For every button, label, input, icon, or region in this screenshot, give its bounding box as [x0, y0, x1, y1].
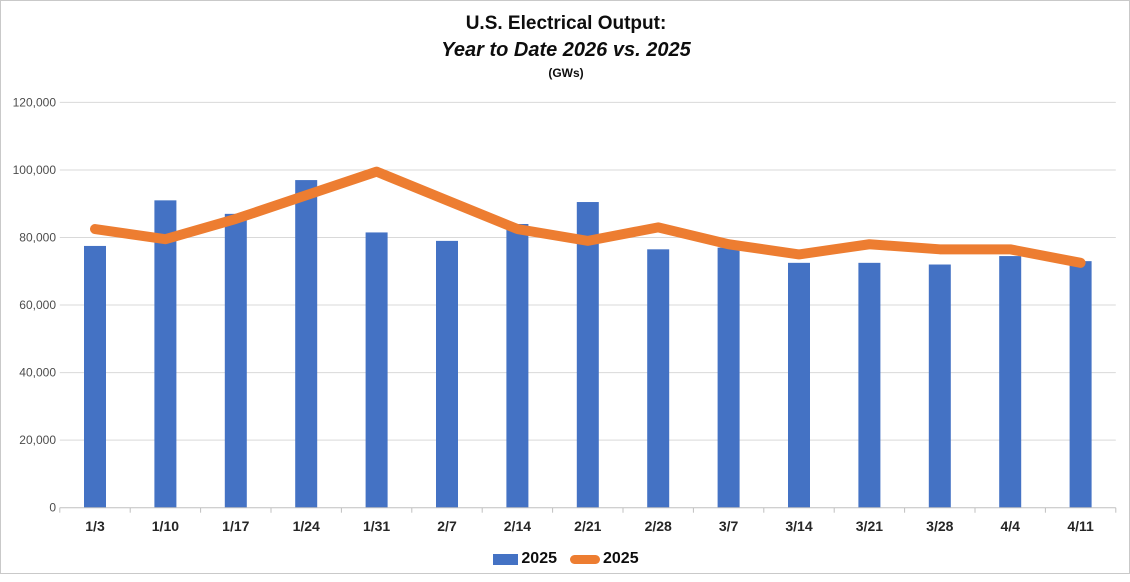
bar-3/21 — [858, 262, 881, 508]
bar-4/4 — [999, 256, 1022, 508]
bar-3/7 — [717, 247, 740, 508]
bar-2/7 — [436, 240, 458, 508]
y-axis-tick-label: 100,000 — [13, 163, 57, 177]
y-axis-tick-label: 20,000 — [19, 433, 56, 447]
x-axis-tick-label: 4/4 — [1000, 518, 1020, 534]
x-axis-tick-label: 3/28 — [926, 518, 953, 534]
legend-line-swatch — [570, 554, 600, 564]
y-axis-tick-label: 40,000 — [19, 366, 56, 380]
legend-item-bars: 2025 — [493, 550, 557, 568]
bar-1/10 — [154, 200, 177, 508]
x-axis-tick-label: 2/21 — [574, 518, 601, 534]
bar-1/24 — [295, 180, 318, 508]
bar-1/3 — [84, 245, 106, 508]
x-axis-tick-label: 3/7 — [719, 518, 739, 534]
bar-1/31 — [365, 232, 388, 508]
legend-item-line: 2025 — [570, 550, 639, 568]
x-axis-tick-label: 1/17 — [222, 518, 249, 534]
x-axis-tick-label: 1/10 — [152, 518, 179, 534]
line-series-2025 — [90, 166, 1086, 268]
y-axis-tick-label: 120,000 — [13, 95, 57, 109]
x-axis-tick-label: 4/11 — [1067, 518, 1094, 534]
bar-4/11 — [1069, 261, 1092, 508]
y-axis-tick-label: 80,000 — [19, 231, 56, 245]
bar-3/14 — [788, 262, 810, 508]
x-axis-tick-label: 2/7 — [437, 518, 457, 534]
legend-bar-swatch — [493, 553, 519, 565]
y-axis-tick-label: 60,000 — [19, 298, 56, 312]
bar-1/17 — [224, 213, 247, 508]
chart-subtitle: Year to Date 2026 vs. 2025 — [441, 38, 691, 61]
bar-2/14 — [506, 223, 529, 508]
x-axis-tick-label: 3/21 — [856, 518, 883, 534]
x-axis-tick-label: 2/14 — [504, 518, 531, 534]
x-axis-tick-label: 1/3 — [85, 518, 105, 534]
y-axis-tick-label: 0 — [49, 501, 56, 515]
legend-line-label: 2025 — [603, 550, 639, 567]
x-axis-tick-label: 2/28 — [645, 518, 672, 534]
x-axis-tick-label: 1/31 — [363, 518, 390, 534]
chart-title-block: U.S. Electrical Output: Year to Date 202… — [1, 11, 1130, 80]
x-axis-tick-label: 3/14 — [785, 518, 812, 534]
legend-bar-label: 2025 — [521, 550, 557, 567]
bar-2/28 — [647, 249, 670, 508]
chart-legend: 2025 2025 — [1, 547, 1130, 571]
bar-3/28 — [928, 264, 951, 508]
x-axis-tick-label: 1/24 — [293, 518, 320, 534]
chart-title: U.S. Electrical Output: — [465, 13, 667, 34]
bar-2/21 — [576, 202, 599, 508]
chart-units-label: (GWs) — [548, 65, 584, 80]
